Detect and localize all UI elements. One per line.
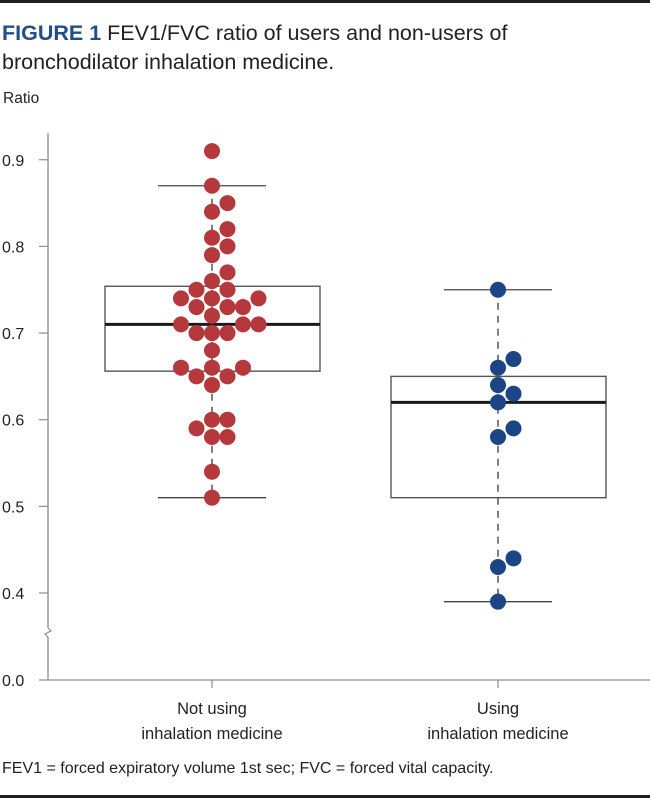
x-category-label: Not using xyxy=(177,700,247,718)
footnote: FEV1 = forced expiratory volume 1st sec;… xyxy=(2,760,494,777)
data-point xyxy=(490,559,506,576)
data-point xyxy=(505,385,522,402)
axes: 0.0 0.4 0.5 0.6 0.7 0.8 0.9 Not using inhalation… xyxy=(2,133,650,743)
data-point xyxy=(235,299,251,316)
data-point xyxy=(204,143,220,160)
data-point xyxy=(505,550,522,567)
data-point xyxy=(188,368,205,385)
data-point xyxy=(219,264,236,281)
figure-title: FIGURE 1 FEV1/FVC ratio of users and non… xyxy=(2,19,642,77)
top-rule xyxy=(0,0,650,3)
data-point xyxy=(219,299,236,316)
data-point xyxy=(219,195,236,212)
data-point xyxy=(490,394,506,411)
x-category-label: inhalation medicine xyxy=(141,725,282,743)
data-point xyxy=(219,238,236,255)
bottom-rule xyxy=(0,795,650,798)
data-point xyxy=(204,325,220,342)
y-tick-label: 0.0 xyxy=(2,673,24,690)
data-point xyxy=(204,463,220,480)
data-point xyxy=(188,325,205,342)
data-point xyxy=(204,290,220,307)
data-point xyxy=(204,247,220,264)
x-category-label: inhalation medicine xyxy=(427,725,568,743)
data-point xyxy=(204,273,220,290)
data-point xyxy=(490,377,506,394)
data-point xyxy=(490,593,506,610)
data-point xyxy=(219,368,236,385)
y-tick-label: 0.9 xyxy=(2,153,24,170)
y-tick-label: 0.5 xyxy=(2,499,24,516)
data-point xyxy=(505,420,522,437)
data-point xyxy=(219,281,236,298)
data-point xyxy=(173,316,189,333)
y-axis-label: Ratio xyxy=(3,90,40,107)
data-point xyxy=(490,359,506,376)
data-point xyxy=(204,307,220,324)
y-tick-label: 0.6 xyxy=(2,413,24,430)
data-point xyxy=(188,299,205,316)
axis-break-icon xyxy=(43,627,53,638)
data-point xyxy=(219,221,236,238)
box-using xyxy=(390,289,607,603)
data-point xyxy=(204,429,220,446)
y-tick-label: 0.8 xyxy=(2,239,24,256)
data-point xyxy=(490,429,506,446)
data-point xyxy=(204,203,220,220)
y-tick-label: 0.4 xyxy=(2,586,24,603)
data-point xyxy=(204,359,220,376)
data-point xyxy=(173,290,189,307)
data-point xyxy=(204,411,220,428)
data-point xyxy=(490,281,506,298)
data-points xyxy=(173,143,522,610)
data-point xyxy=(204,229,220,246)
data-point xyxy=(235,359,251,376)
data-point xyxy=(173,359,189,376)
data-point xyxy=(219,325,236,342)
data-point xyxy=(188,281,205,298)
data-point xyxy=(204,342,220,359)
iqr-box xyxy=(390,375,607,499)
data-point xyxy=(204,177,220,194)
data-point xyxy=(250,290,267,307)
y-tick-label: 0.7 xyxy=(2,326,24,343)
data-point xyxy=(235,316,251,333)
data-point xyxy=(204,489,220,506)
data-point xyxy=(204,377,220,394)
data-point xyxy=(219,429,236,446)
data-point xyxy=(188,420,205,437)
x-category-label: Using xyxy=(477,700,519,718)
boxes xyxy=(104,185,607,603)
figure-label: FIGURE 1 xyxy=(2,21,102,45)
data-point xyxy=(505,351,522,368)
data-point xyxy=(250,316,267,333)
data-point xyxy=(219,411,236,428)
figure-caption: FEV1/FVC ratio of users and non-users of… xyxy=(2,21,508,74)
